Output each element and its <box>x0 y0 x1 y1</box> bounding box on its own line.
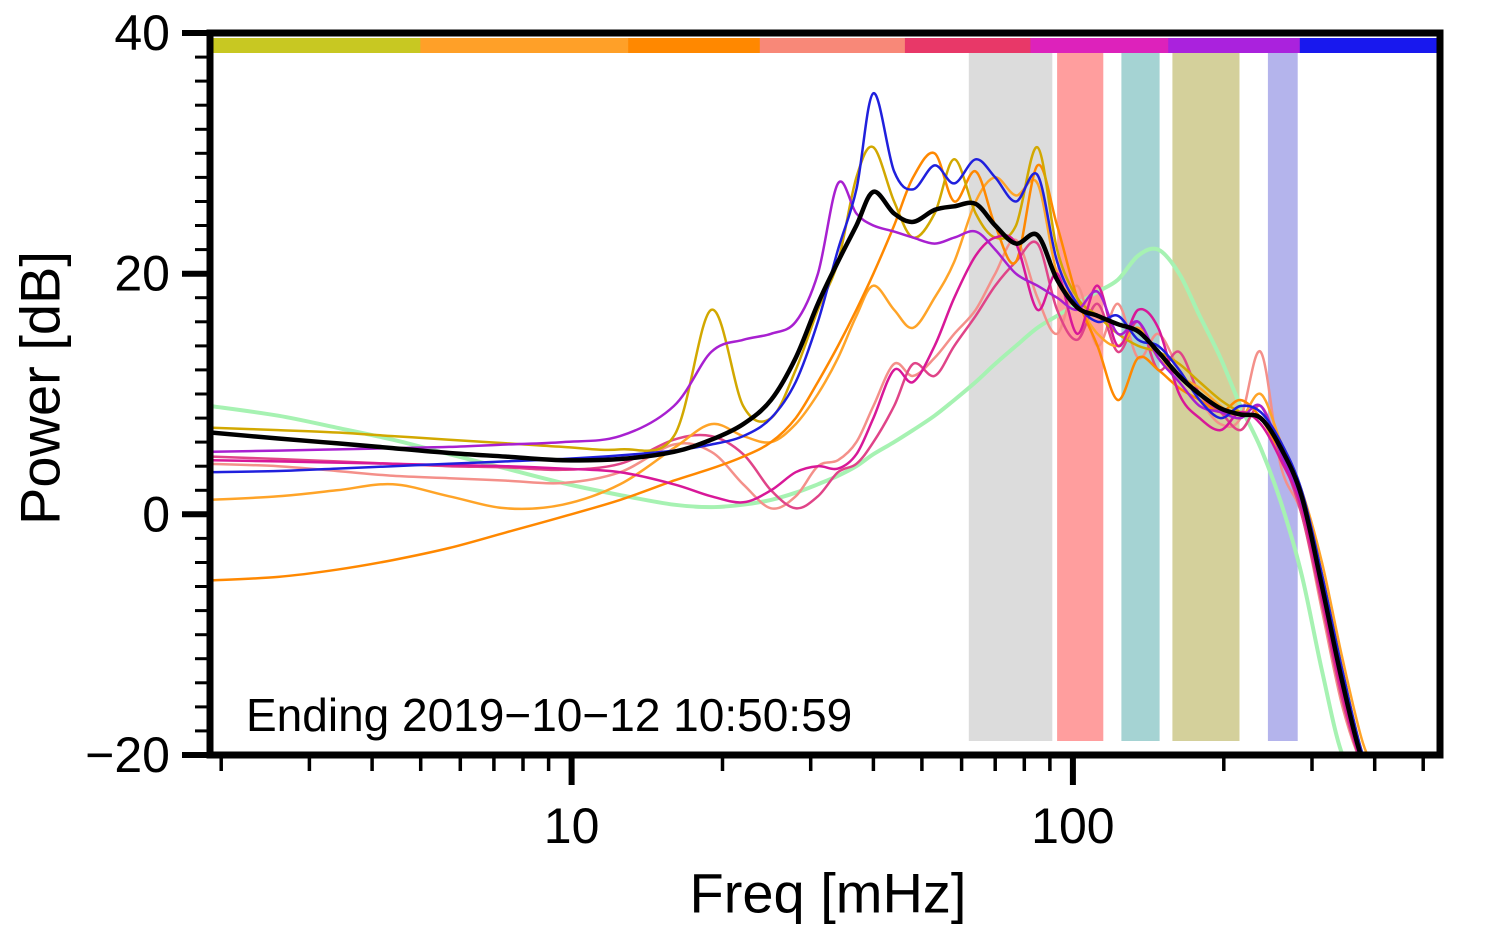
top-color-strip <box>210 38 1441 53</box>
series-blue <box>212 91 1364 753</box>
frequency-bands <box>968 53 1298 741</box>
tick-labels: 10 100 −20 0 20 40 <box>85 5 1114 854</box>
strip-segment-6 <box>1168 38 1301 53</box>
strip-segment-5 <box>1030 38 1170 53</box>
plot-frame <box>206 29 1444 759</box>
x-axis-title: Freq [mHz] <box>689 861 967 925</box>
strip-segment-1 <box>420 38 630 53</box>
strip-segment-2 <box>628 38 761 53</box>
band-teal <box>1121 53 1160 741</box>
band-lavender <box>1267 53 1298 741</box>
strip-segment-0 <box>210 38 422 53</box>
ending-timestamp-annotation: Ending 2019−10−12 10:50:59 <box>246 689 853 741</box>
strip-segment-4 <box>904 38 1032 53</box>
spectra-lines <box>212 91 1368 753</box>
y-tick-label: 40 <box>114 5 170 61</box>
x-tick-label: 100 <box>1031 798 1114 854</box>
y-tick-label: 20 <box>114 246 170 302</box>
strip-segment-7 <box>1299 38 1441 53</box>
band-gray <box>968 53 1053 741</box>
y-axis-title: Power [dB] <box>8 251 72 525</box>
y-tick-label: 0 <box>142 486 170 542</box>
series-black-mean <box>212 189 1363 753</box>
series-palegreen <box>212 246 1344 753</box>
series-orange <box>212 176 1368 753</box>
y-tick-label: −20 <box>85 727 170 783</box>
x-tick-label: 10 <box>544 798 600 854</box>
strip-segment-3 <box>759 38 906 53</box>
band-red <box>1057 53 1104 741</box>
